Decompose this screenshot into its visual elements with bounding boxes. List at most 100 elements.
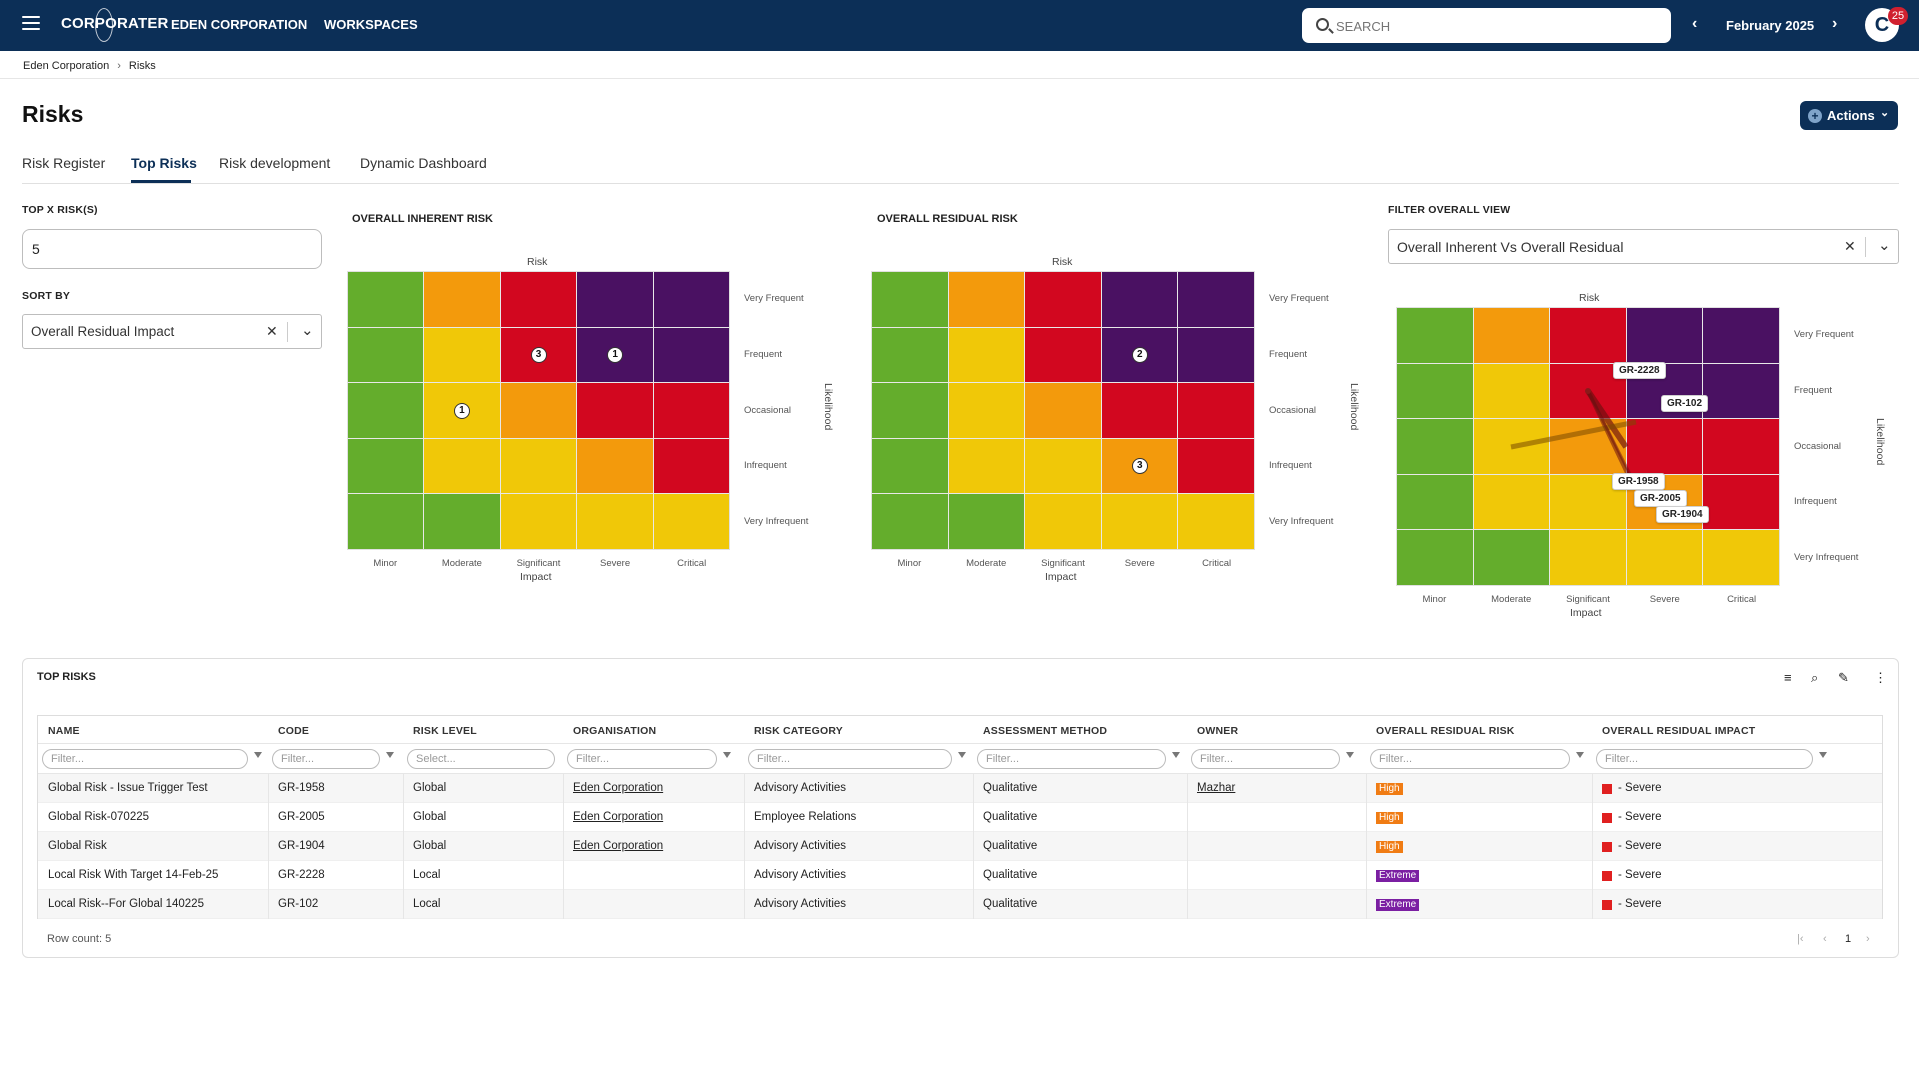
- filter-funnel-icon[interactable]: [958, 752, 966, 758]
- matrix-cell[interactable]: [948, 494, 1025, 549]
- matrix-cell[interactable]: [577, 438, 653, 494]
- matrix-cell[interactable]: [1703, 474, 1779, 530]
- matrix-cell[interactable]: [424, 494, 500, 549]
- column-filter-input[interactable]: Filter...: [977, 749, 1166, 769]
- tab-top-risks[interactable]: Top Risks: [131, 155, 197, 171]
- matrix-cell[interactable]: [1178, 494, 1254, 549]
- matrix-cell[interactable]: [348, 272, 424, 327]
- matrix-cell[interactable]: [1101, 494, 1178, 549]
- table-row[interactable]: Local Risk--For Global 140225 GR-102 Local…: [38, 890, 1882, 919]
- search-icon[interactable]: ⌕: [1811, 670, 1819, 685]
- matrix-cell[interactable]: [1025, 272, 1101, 327]
- matrix-cell[interactable]: [1178, 272, 1254, 327]
- matrix-cell[interactable]: [1178, 438, 1254, 494]
- matrix-cell[interactable]: [948, 438, 1025, 494]
- matrix-cell[interactable]: [1703, 308, 1779, 363]
- matrix-cell[interactable]: [1473, 530, 1550, 585]
- matrix-cell[interactable]: [500, 272, 577, 327]
- risk-tag-gr-2005[interactable]: GR-2005: [1634, 490, 1687, 507]
- matrix-cell[interactable]: [424, 327, 500, 383]
- risk-tag-gr-1958[interactable]: GR-1958: [1612, 473, 1665, 490]
- chevron-down-icon[interactable]: ⌄: [301, 322, 314, 339]
- matrix-cell[interactable]: [1025, 438, 1101, 494]
- matrix-cell[interactable]: [1397, 308, 1473, 363]
- column-header[interactable]: NAME: [48, 725, 80, 737]
- matrix-cell[interactable]: [1473, 308, 1550, 363]
- matrix-cell[interactable]: [948, 272, 1025, 327]
- matrix-cell[interactable]: [1703, 419, 1779, 474]
- column-filter-input[interactable]: Filter...: [272, 749, 380, 769]
- matrix-cell[interactable]: [1397, 419, 1473, 474]
- tab-dynamic-dashboard[interactable]: Dynamic Dashboard: [360, 155, 487, 171]
- matrix-cell[interactable]: [872, 383, 948, 438]
- matrix-cell[interactable]: [424, 438, 500, 494]
- table-cell-owner[interactable]: Mazhar: [1197, 782, 1236, 794]
- matrix-cell[interactable]: [348, 438, 424, 494]
- column-header[interactable]: OVERALL RESIDUAL RISK: [1376, 725, 1515, 737]
- filter-funnel-icon[interactable]: [386, 752, 394, 758]
- matrix-cell[interactable]: [348, 494, 424, 549]
- matrix-cell[interactable]: [424, 272, 500, 327]
- notification-badge[interactable]: 25: [1888, 7, 1908, 25]
- matrix-cell[interactable]: [948, 327, 1025, 383]
- matrix-cell[interactable]: [1703, 363, 1779, 419]
- matrix-cell[interactable]: [653, 438, 729, 494]
- matrix-cell[interactable]: [1626, 419, 1703, 474]
- matrix-cell[interactable]: [1025, 494, 1101, 549]
- prev-page-icon[interactable]: ‹: [1823, 933, 1827, 945]
- column-filter-input[interactable]: Filter...: [1596, 749, 1813, 769]
- risk-tag-gr-1904[interactable]: GR-1904: [1656, 506, 1709, 523]
- risk-tag-gr-2228[interactable]: GR-2228: [1613, 362, 1666, 379]
- matrix-cell[interactable]: [500, 383, 577, 438]
- tab-risk-register[interactable]: Risk Register: [22, 155, 106, 171]
- search-input[interactable]: [1336, 17, 1656, 35]
- table-cell-org[interactable]: Eden Corporation: [573, 840, 664, 852]
- matrix-cell[interactable]: [872, 438, 948, 494]
- column-filter-input[interactable]: Filter...: [1370, 749, 1570, 769]
- risk-count-bubble[interactable]: 1: [607, 346, 624, 363]
- matrix-cell[interactable]: [1473, 474, 1550, 530]
- top-x-input[interactable]: 5: [22, 229, 322, 269]
- user-avatar[interactable]: C: [1865, 8, 1899, 42]
- matrix-cell[interactable]: [948, 383, 1025, 438]
- breadcrumb-item-eden-corporation[interactable]: Eden Corporation: [23, 60, 110, 72]
- matrix-cell[interactable]: [653, 272, 729, 327]
- matrix-cell[interactable]: [1397, 530, 1473, 585]
- column-header[interactable]: RISK CATEGORY: [754, 725, 843, 737]
- brand-logo[interactable]: CORPORATER: [61, 15, 169, 32]
- first-page-icon[interactable]: |‹: [1797, 933, 1804, 945]
- sort-by-select[interactable]: Overall Residual Impact ✕ ⌄: [22, 314, 322, 349]
- column-header[interactable]: ASSESSMENT METHOD: [983, 725, 1108, 737]
- filter-funnel-icon[interactable]: [723, 752, 731, 758]
- search-box[interactable]: [1302, 8, 1671, 43]
- filter-funnel-icon[interactable]: [1346, 752, 1354, 758]
- column-header[interactable]: ORGANISATION: [573, 725, 657, 737]
- matrix-cell[interactable]: [872, 272, 948, 327]
- column-filter-input[interactable]: Filter...: [42, 749, 248, 769]
- nav-eden-corporation[interactable]: EDEN CORPORATION: [171, 17, 308, 32]
- matrix-cell[interactable]: [1550, 308, 1626, 363]
- matrix-cell[interactable]: [1101, 383, 1178, 438]
- current-month[interactable]: February 2025: [1726, 18, 1815, 33]
- column-filter-input[interactable]: Select...: [407, 749, 555, 769]
- filter-funnel-icon[interactable]: [254, 752, 262, 758]
- matrix-cell[interactable]: [1101, 272, 1178, 327]
- matrix-cell[interactable]: [348, 383, 424, 438]
- column-header[interactable]: RISK LEVEL: [413, 725, 477, 737]
- matrix-cell[interactable]: [653, 327, 729, 383]
- more-options-icon[interactable]: ⋮: [1874, 670, 1887, 685]
- page-number[interactable]: 1: [1845, 933, 1852, 945]
- next-month-icon[interactable]: ›: [1832, 15, 1838, 32]
- matrix-cell[interactable]: [1473, 363, 1550, 419]
- next-page-icon[interactable]: ›: [1866, 933, 1870, 945]
- matrix-cell[interactable]: [1025, 327, 1101, 383]
- column-header[interactable]: CODE: [278, 725, 310, 737]
- nav-workspaces[interactable]: WORKSPACES: [324, 17, 418, 32]
- column-header[interactable]: OVERALL RESIDUAL IMPACT: [1602, 725, 1756, 737]
- table-row[interactable]: Global Risk-070225 GR-2005 Global Eden Corp…: [38, 803, 1882, 832]
- risk-count-bubble[interactable]: 1: [453, 402, 470, 419]
- edit-icon[interactable]: ✎: [1838, 670, 1849, 685]
- clear-icon[interactable]: ✕: [266, 323, 278, 339]
- filter-icon[interactable]: ≡: [1784, 670, 1792, 685]
- risk-count-bubble[interactable]: 3: [1131, 458, 1148, 475]
